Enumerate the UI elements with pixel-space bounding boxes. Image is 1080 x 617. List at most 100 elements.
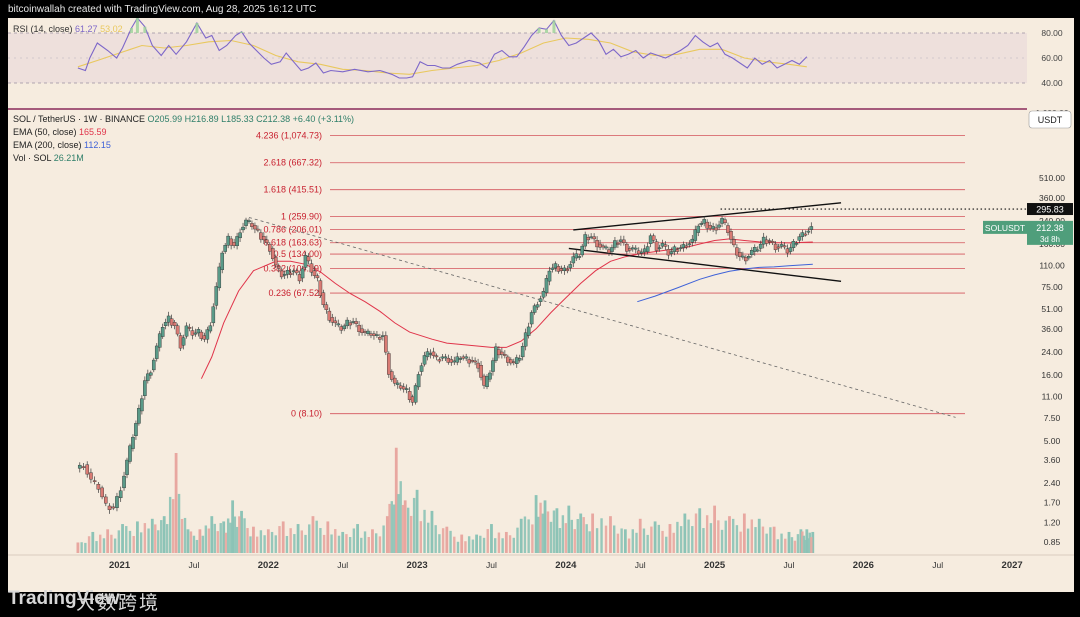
candle-body bbox=[81, 466, 86, 468]
candle-body bbox=[559, 268, 564, 271]
volume-bar bbox=[394, 447, 398, 553]
volume-bar bbox=[456, 541, 460, 553]
price-axis-label: 3.60 bbox=[1044, 455, 1061, 465]
volume-bar bbox=[650, 526, 653, 553]
rsi-legend: RSI (14, close) 61.27 53.02 bbox=[13, 24, 123, 34]
currency-tag bbox=[1028, 110, 1072, 129]
volume-bar bbox=[201, 535, 205, 553]
volume-bar bbox=[427, 522, 430, 553]
watermark-text: 大数跨境 bbox=[76, 593, 161, 614]
candle-body bbox=[758, 243, 763, 249]
candle-body bbox=[131, 436, 135, 449]
volume-bar bbox=[224, 532, 228, 553]
volume-bar bbox=[441, 528, 445, 553]
volume-bar bbox=[453, 536, 456, 553]
volume-bar bbox=[570, 519, 573, 553]
volume-bar bbox=[609, 516, 612, 553]
volume-bar bbox=[585, 524, 588, 553]
volume-bar bbox=[765, 533, 768, 553]
volume-bar bbox=[668, 524, 672, 553]
candle-body bbox=[268, 243, 272, 252]
volume-bar bbox=[388, 503, 391, 553]
candle-body bbox=[705, 221, 709, 229]
time-axis-label: Jul bbox=[189, 560, 200, 570]
volume-bar bbox=[183, 517, 187, 553]
volume-bar bbox=[728, 516, 731, 553]
volume-bar bbox=[385, 516, 389, 553]
volume-bar bbox=[296, 524, 300, 553]
candle-body bbox=[613, 240, 617, 248]
candle-body bbox=[800, 232, 805, 237]
candle-body bbox=[202, 335, 207, 340]
indicator-legend: EMA (200, close) 112.15 bbox=[13, 140, 111, 150]
volume-bar bbox=[91, 531, 95, 553]
candle-body bbox=[607, 249, 611, 254]
candle-body bbox=[598, 243, 602, 248]
volume-bar bbox=[804, 539, 807, 553]
candle-body bbox=[782, 245, 787, 248]
chart-caption: bitcoinwallah created with TradingView.c… bbox=[8, 4, 317, 15]
volume-bar bbox=[691, 526, 694, 553]
time-axis-label: 2025 bbox=[704, 560, 726, 571]
volume-bar bbox=[604, 525, 608, 553]
candle-body bbox=[223, 245, 227, 252]
fib-level-label: 0 (8.10) bbox=[291, 409, 322, 419]
volume-bar bbox=[676, 521, 679, 553]
candle-body bbox=[262, 236, 266, 241]
chart-area[interactable]: 80.00 60.00 40.00 RSI (14, close) 61.27 53.… bbox=[8, 18, 1074, 592]
candle-body bbox=[571, 256, 576, 264]
candle-body bbox=[226, 235, 230, 246]
rsi-line bbox=[77, 18, 808, 79]
trendline-channel-upper bbox=[573, 202, 842, 231]
volume-bar bbox=[198, 529, 202, 553]
time-axis-label: Jul bbox=[337, 560, 348, 570]
candle-body bbox=[681, 244, 686, 248]
chart-svg[interactable]: 80.00 60.00 40.00 RSI (14, close) 61.27 53.… bbox=[8, 18, 1074, 592]
candle-body bbox=[378, 337, 382, 340]
time-axis-label: Jul bbox=[932, 560, 943, 570]
candle-body bbox=[208, 325, 213, 332]
volume-bar bbox=[790, 537, 794, 553]
volume-bar bbox=[460, 534, 464, 553]
volume-bar bbox=[165, 524, 169, 553]
candle-body bbox=[732, 239, 736, 246]
fib-level-label: 0.786 (206.01) bbox=[263, 225, 322, 235]
price-axis-label: 16.00 bbox=[1041, 370, 1063, 380]
resistance-tag bbox=[1027, 203, 1073, 216]
candle-body bbox=[241, 226, 245, 231]
volume-bar bbox=[419, 521, 423, 553]
candle-body bbox=[556, 266, 561, 272]
candle-body bbox=[318, 280, 323, 296]
candle-body bbox=[387, 353, 391, 375]
symbol-line: SOL / TetherUS · 1W · BINANCE bbox=[13, 114, 148, 124]
volume-bar bbox=[334, 529, 337, 553]
volume-bar bbox=[319, 528, 322, 553]
candle-body bbox=[669, 251, 674, 254]
volume-bar bbox=[308, 524, 311, 553]
volume-bar bbox=[635, 532, 638, 553]
volume-bar bbox=[274, 535, 277, 553]
candle-body bbox=[610, 247, 614, 252]
candle-body bbox=[291, 270, 296, 273]
candle-body bbox=[211, 306, 216, 324]
candle-body bbox=[250, 223, 254, 227]
candle-body bbox=[366, 330, 370, 334]
candle-body bbox=[675, 249, 680, 252]
volume-bar bbox=[132, 535, 135, 553]
candle-body bbox=[253, 225, 257, 230]
candle-body bbox=[773, 243, 778, 251]
volume-bar bbox=[467, 536, 471, 553]
volume-bar bbox=[128, 530, 132, 553]
candle-body bbox=[437, 359, 442, 362]
volume-bar bbox=[322, 534, 326, 553]
candle-body bbox=[125, 459, 129, 475]
price-axis-label: 75.00 bbox=[1041, 282, 1063, 292]
volume-bar bbox=[713, 505, 717, 553]
candle-body bbox=[630, 247, 635, 250]
candle-body bbox=[235, 236, 239, 246]
fib-level-label: 0.382 (104.29) bbox=[263, 263, 322, 273]
candle-body bbox=[151, 359, 156, 371]
candle-body bbox=[797, 236, 802, 241]
candle-countdown-label: 3d 8h bbox=[1040, 235, 1060, 244]
volume-bar bbox=[582, 517, 585, 553]
